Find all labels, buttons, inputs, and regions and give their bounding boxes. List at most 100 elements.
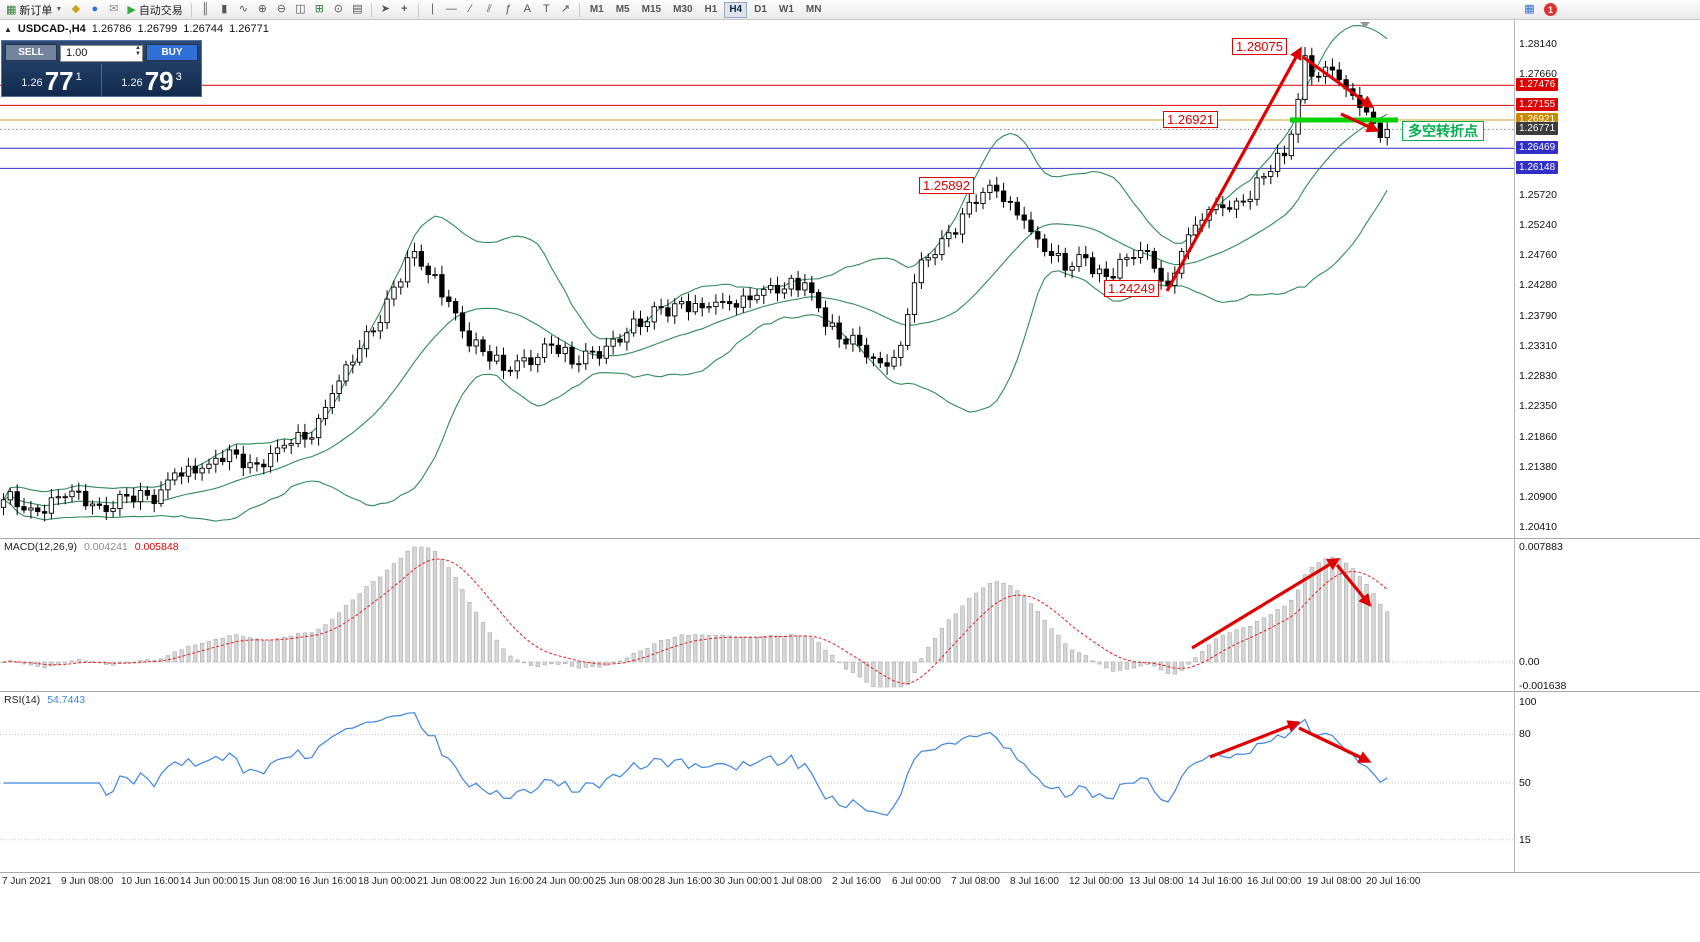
- tf-h4-button[interactable]: H4: [724, 1, 748, 18]
- main-chart-window[interactable]: [0, 20, 1514, 538]
- spinner-down-icon[interactable]: ▼: [135, 51, 141, 57]
- rsi-name: RSI(14): [4, 694, 41, 706]
- price-annotation[interactable]: 1.24249: [1104, 280, 1159, 297]
- symbol-expand-icon[interactable]: ▲: [4, 24, 12, 34]
- community-icon[interactable]: ●: [91, 3, 99, 15]
- indicators-icon[interactable]: ⊞: [314, 3, 324, 15]
- time-axis-label: 10 Jun 16:00: [121, 876, 179, 887]
- price-tick-label: 1.24280: [1519, 279, 1557, 291]
- time-axis-label: 7 Jul 08:00: [951, 876, 1000, 887]
- mql5-icon[interactable]: ◆: [71, 3, 81, 15]
- channel-icon[interactable]: ⫽: [486, 3, 492, 15]
- spinner-up-icon[interactable]: ▲: [135, 45, 141, 51]
- price-annotation[interactable]: 1.26921: [1163, 111, 1218, 128]
- tile-windows-icon[interactable]: ◫: [295, 3, 306, 15]
- tf-d1-button[interactable]: D1: [754, 4, 767, 15]
- price-tick-label: 1.24760: [1519, 249, 1557, 261]
- trendline-icon[interactable]: ∕: [469, 3, 472, 15]
- play-icon: ▶: [127, 4, 136, 16]
- toolbar-separator: [190, 2, 192, 17]
- time-axis-label: 19 Jul 08:00: [1307, 876, 1362, 887]
- tf-w1-button[interactable]: W1: [778, 4, 794, 15]
- text-icon[interactable]: A: [523, 3, 531, 15]
- toolbar-separator: [578, 2, 580, 17]
- macd-axis-label: 0.007883: [1519, 541, 1563, 553]
- zoom-out-icon[interactable]: ⊖: [276, 3, 286, 15]
- tf-h1-button[interactable]: H1: [704, 4, 718, 15]
- chart-window-icon[interactable]: ▦: [1524, 3, 1535, 15]
- vertical-line-icon[interactable]: ∣: [429, 3, 436, 15]
- price-tick-label: 1.25240: [1519, 219, 1557, 231]
- label-icon[interactable]: T: [542, 3, 550, 15]
- time-axis-label: 16 Jul 00:00: [1247, 876, 1302, 887]
- rsi-axis-label: 100: [1519, 696, 1537, 708]
- templates-icon[interactable]: ▤: [352, 3, 363, 15]
- price-annotation[interactable]: 1.25892: [919, 177, 974, 194]
- time-axis-label: 6 Jul 00:00: [892, 876, 941, 887]
- price-tick-label: 1.28140: [1519, 38, 1557, 50]
- tf-m30-button[interactable]: M30: [673, 4, 693, 15]
- time-axis-label: 30 Jun 00:00: [714, 876, 772, 887]
- price-tick-label: 1.21860: [1519, 431, 1557, 443]
- trend-arrow[interactable]: [1302, 55, 1375, 109]
- notification-badge[interactable]: 1: [1544, 3, 1557, 16]
- price-tag: 1.26771: [1516, 122, 1559, 135]
- ask-price[interactable]: 1.26 79 3: [101, 63, 201, 96]
- trend-arrow[interactable]: [1340, 112, 1380, 133]
- turning-point-label[interactable]: 多空转折点: [1402, 121, 1484, 141]
- price-tick-label: 1.21380: [1519, 461, 1557, 473]
- time-axis-label: 18 Jun 00:00: [358, 876, 416, 887]
- auto-trading-button[interactable]: ▶ 自动交易: [124, 1, 185, 18]
- price-annotation[interactable]: 1.28075: [1232, 38, 1287, 55]
- buy-button[interactable]: BUY: [146, 43, 198, 61]
- candlestick-chart-icon[interactable]: ▮: [221, 3, 228, 15]
- sell-button[interactable]: SELL: [5, 43, 57, 61]
- price-tick-label: 1.23310: [1519, 340, 1557, 352]
- ohlc-low: 1.26744: [183, 23, 224, 35]
- tf-m15-button[interactable]: M15: [641, 4, 662, 15]
- macd-window[interactable]: [0, 539, 1514, 691]
- trend-arrow[interactable]: [1335, 563, 1372, 607]
- trend-arrow[interactable]: [1165, 46, 1302, 292]
- toolbar-separator: [370, 2, 372, 17]
- time-axis-label: 22 Jun 16:00: [476, 876, 534, 887]
- macd-axis-label: -0.001638: [1519, 680, 1567, 692]
- time-axis-label: 1 Jul 08:00: [773, 876, 822, 887]
- macd-signal-line: [3, 558, 1388, 685]
- horizontal-line-icon[interactable]: —: [445, 3, 457, 15]
- trend-arrow[interactable]: [1298, 726, 1372, 763]
- new-order-button[interactable]: ▦ 新订单 ▼: [3, 1, 65, 18]
- bar-chart-icon[interactable]: ║: [201, 3, 210, 15]
- time-axis-label: 14 Jul 16:00: [1188, 876, 1243, 887]
- time-axis-label: 25 Jun 08:00: [595, 876, 653, 887]
- fibonacci-icon[interactable]: ƒ: [505, 3, 512, 15]
- trend-arrow[interactable]: [1209, 720, 1301, 759]
- toolbar: ▦ 新订单 ▼ ◆ ● ✉ ▶ 自动交易 ║ ▮ ∿ ⊕ ⊖ ◫ ⊞ ⊙ ▤ ➤…: [0, 0, 1700, 20]
- rsi-window[interactable]: [0, 692, 1514, 872]
- trend-arrow[interactable]: [1191, 558, 1341, 650]
- time-axis-label: 16 Jun 16:00: [299, 876, 357, 887]
- ask-pipette: 3: [175, 71, 182, 83]
- chevron-down-icon: ▼: [55, 6, 63, 13]
- line-chart-icon[interactable]: ∿: [238, 3, 248, 15]
- price-tick-label: 1.27660: [1519, 68, 1557, 80]
- tf-m1-button[interactable]: M1: [589, 4, 604, 15]
- chart-shift-marker[interactable]: [1360, 22, 1370, 28]
- crosshair-icon[interactable]: +: [401, 3, 408, 15]
- mail-icon[interactable]: ✉: [109, 3, 119, 15]
- volume-spinner[interactable]: ▲ ▼: [135, 45, 141, 57]
- volume-input[interactable]: [60, 44, 143, 62]
- cursor-icon[interactable]: ➤: [380, 3, 390, 15]
- price-tag: 1.26469: [1516, 141, 1559, 154]
- arrow-tool-icon[interactable]: ↗: [560, 3, 570, 15]
- periods-icon[interactable]: ⊙: [333, 3, 343, 15]
- bollinger-upper-band[interactable]: [3, 25, 1388, 501]
- time-axis-label: 9 Jun 08:00: [61, 876, 114, 887]
- tf-m5-button[interactable]: M5: [615, 4, 630, 15]
- bid-price[interactable]: 1.26 77 1: [2, 64, 101, 97]
- zoom-in-icon[interactable]: ⊕: [257, 3, 267, 15]
- price-tag: 1.26148: [1516, 161, 1559, 174]
- tf-mn-button[interactable]: MN: [805, 4, 822, 15]
- time-axis-label: 14 Jun 00:00: [180, 876, 238, 887]
- time-axis-label: 21 Jun 08:00: [417, 876, 475, 887]
